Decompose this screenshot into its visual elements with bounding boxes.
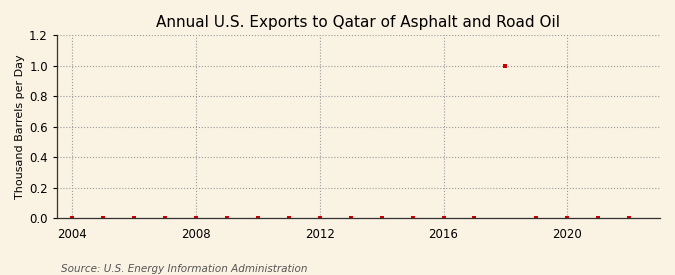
Title: Annual U.S. Exports to Qatar of Asphalt and Road Oil: Annual U.S. Exports to Qatar of Asphalt … xyxy=(157,15,560,30)
Y-axis label: Thousand Barrels per Day: Thousand Barrels per Day xyxy=(15,54,25,199)
Text: Source: U.S. Energy Information Administration: Source: U.S. Energy Information Administ… xyxy=(61,264,307,274)
